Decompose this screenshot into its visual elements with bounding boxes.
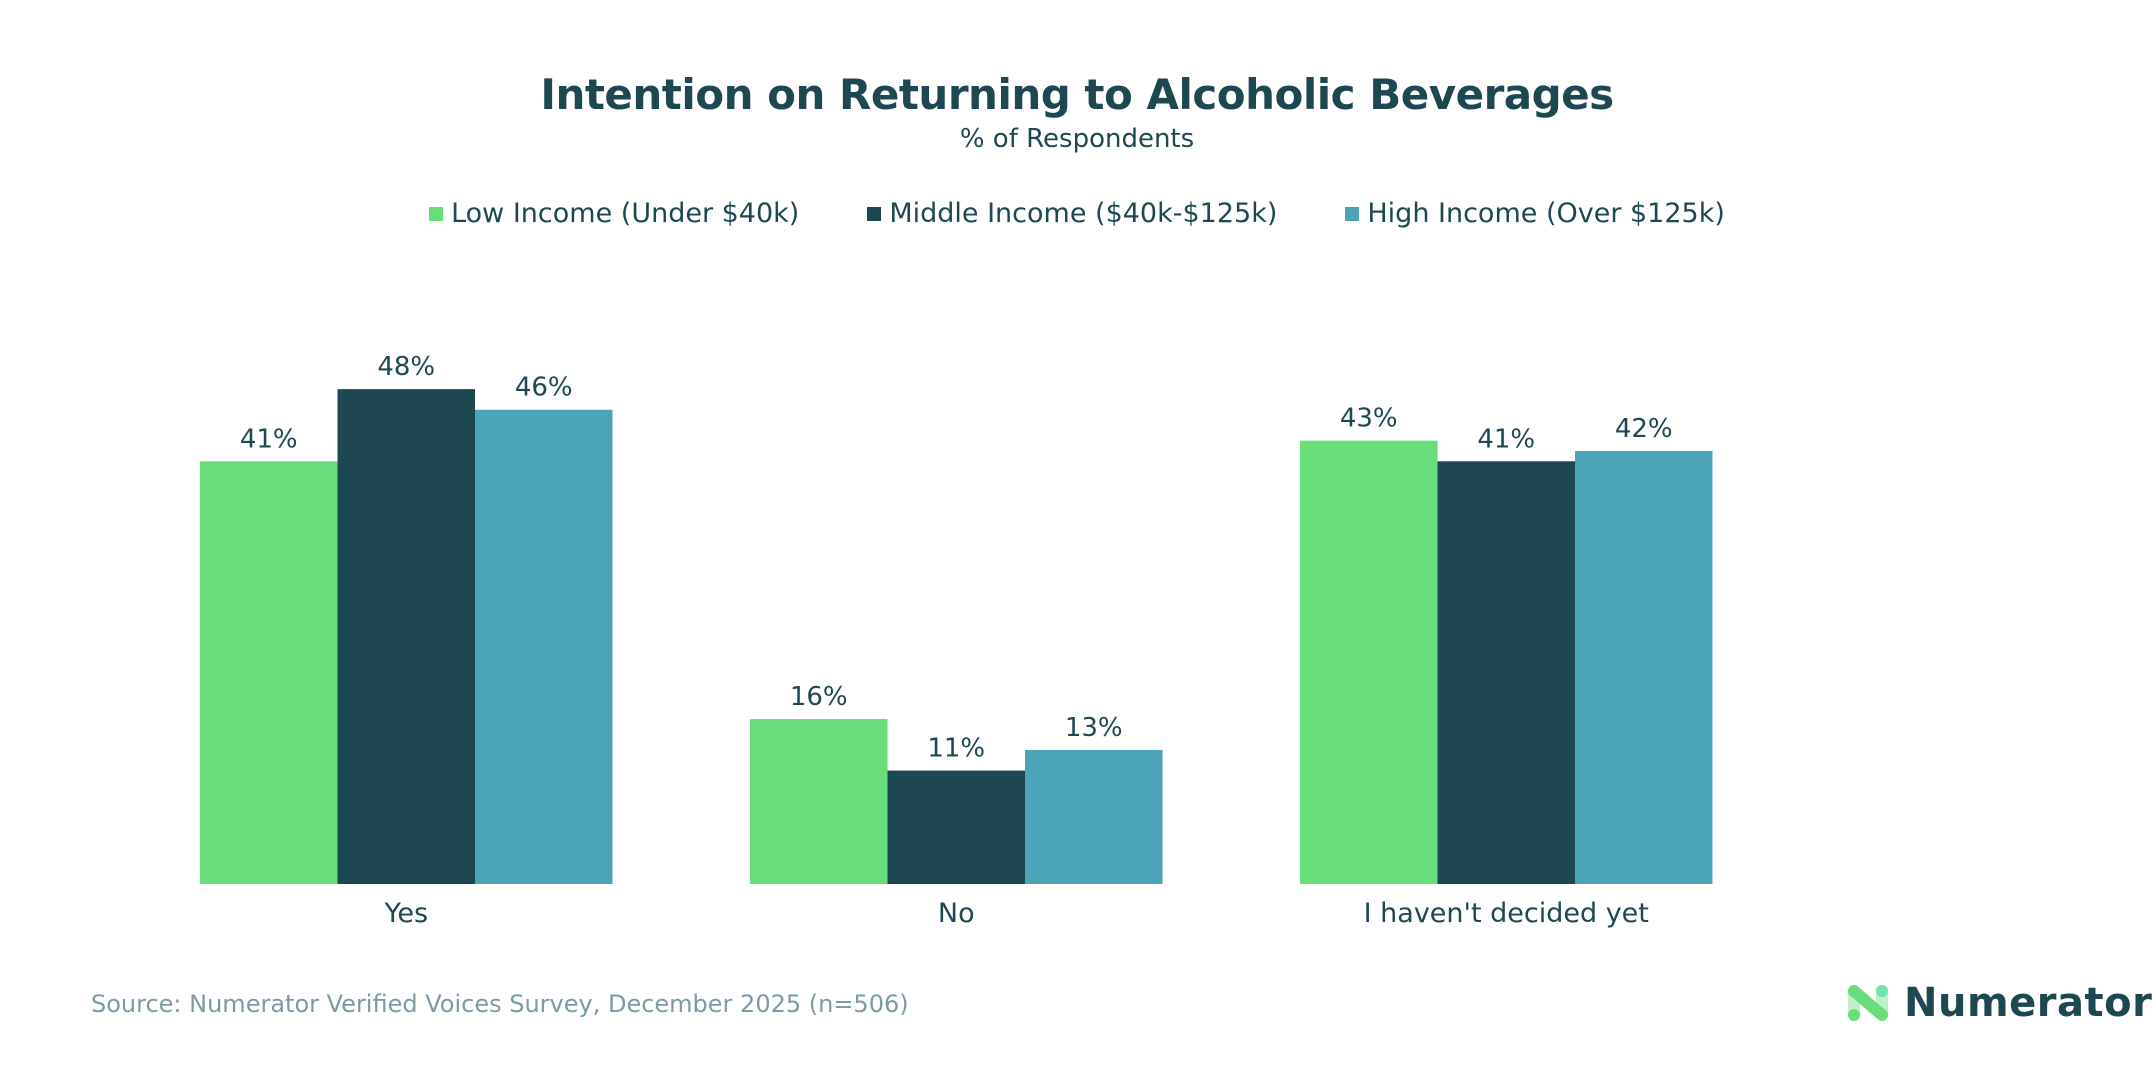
legend-item-middle-income: Middle Income ($40k-$125k) xyxy=(867,198,1277,229)
data-label: 11% xyxy=(927,734,985,764)
bar-no-0 xyxy=(750,719,888,884)
data-label: 42% xyxy=(1615,414,1673,444)
data-label: 48% xyxy=(377,352,435,382)
logo-text: Numerator xyxy=(1904,980,2153,1026)
data-label: 41% xyxy=(240,424,298,454)
legend-item-high-income: High Income (Over $125k) xyxy=(1345,198,1725,229)
chart-subtitle: % of Respondents xyxy=(959,124,1195,154)
bar-i-haven-t-decided-yet-1 xyxy=(1437,461,1575,884)
data-label: 43% xyxy=(1340,404,1398,434)
category-label: I haven't decided yet xyxy=(1364,898,1649,929)
source-note: Source: Numerator Verified Voices Survey… xyxy=(91,990,909,1018)
numerator-logo-icon xyxy=(1848,985,1888,1021)
legend-swatch xyxy=(429,206,444,221)
bar-i-haven-t-decided-yet-2 xyxy=(1575,450,1713,884)
bar-yes-0 xyxy=(200,461,338,884)
bar-yes-1 xyxy=(337,389,475,884)
legend-swatch xyxy=(867,206,882,221)
data-label: 46% xyxy=(515,373,573,403)
bar-no-1 xyxy=(887,770,1025,884)
data-label: 16% xyxy=(790,682,848,712)
category-label: No xyxy=(938,898,975,929)
bar-i-haven-t-decided-yet-0 xyxy=(1300,440,1438,884)
legend-item-low-income: Low Income (Under $40k) xyxy=(429,198,799,229)
data-label: 41% xyxy=(1477,424,1535,454)
numerator-logo: Numerator xyxy=(1846,980,2152,1026)
legend-swatch xyxy=(1345,206,1360,221)
legend-label: Middle Income ($40k-$125k) xyxy=(889,198,1278,229)
bar-yes-2 xyxy=(475,409,613,884)
data-label: 13% xyxy=(1065,713,1123,743)
chart-title: Intention on Returning to Alcoholic Beve… xyxy=(540,70,1614,119)
legend: Low Income (Under $40k) Middle Income ($… xyxy=(0,198,2154,229)
legend-label: Low Income (Under $40k) xyxy=(451,198,800,229)
legend-label: High Income (Over $125k) xyxy=(1367,198,1725,229)
category-label: Yes xyxy=(383,898,428,929)
bar-no-2 xyxy=(1025,749,1163,884)
